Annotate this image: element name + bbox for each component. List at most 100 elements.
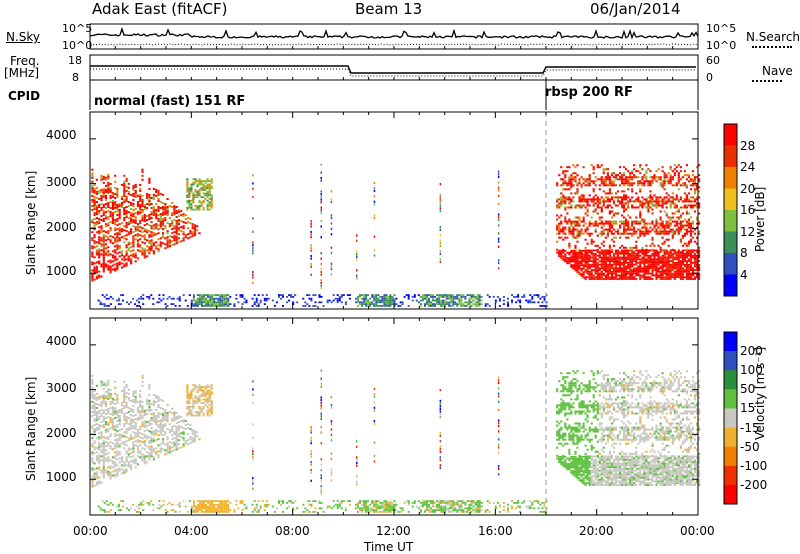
power-cell [221,294,224,296]
power-cell [141,178,144,181]
power-cell [679,253,682,255]
power-cell [698,178,701,181]
power-cell [588,272,591,275]
power-cell [633,182,636,185]
power-cell [687,242,691,245]
velocity-cell [166,418,169,421]
power-cell [229,303,232,305]
power-cell [641,262,644,264]
power-cell [588,182,591,185]
power-cell [320,190,322,193]
power-cell [653,263,656,266]
power-cell [202,199,205,202]
power-cell [430,301,432,304]
power-cell [104,263,108,266]
power-cell [633,220,636,223]
velocity-cell [93,468,96,471]
power-cell [596,278,599,280]
power-cell [330,190,333,193]
power-cell [693,276,697,279]
power-cell [568,257,571,259]
velocity-cell [98,460,101,463]
power-cell [683,200,686,203]
power-cell [173,211,176,214]
power-cell [111,256,114,259]
power-cell [623,251,626,253]
velocity-cell [184,424,187,427]
power-cell [562,180,565,183]
velocity-cell [107,387,110,390]
power-cell [98,254,101,257]
power-cell [196,190,199,193]
power-cell [132,194,135,197]
velocity-cell [148,458,151,461]
power-cell [100,265,103,268]
velocity-cell [125,406,128,408]
velocity-cell [159,427,162,430]
power-cell [610,196,614,199]
power-cell [320,211,322,215]
power-cell [696,204,699,207]
power-cell [511,301,513,304]
power-cell [361,303,364,305]
power-cell [560,166,563,169]
velocity-cell [91,451,94,454]
power-cell [91,245,94,248]
velocity-cell [172,509,175,511]
power-cell [192,192,195,195]
velocity-cell [155,421,158,424]
power-cell [689,184,693,187]
power-cell [175,206,178,208]
power-cell [173,243,176,246]
power-cell [584,222,587,225]
power-cell [608,270,611,273]
velocity-cell [210,386,213,388]
power-cell [114,229,117,232]
power-cell [143,204,146,206]
velocity-cell [102,460,105,463]
power-cell [93,222,96,225]
power-cell [643,226,646,229]
power-cell [114,259,117,262]
power-cell [614,263,618,266]
power-cell [517,299,520,302]
power-cell [188,194,191,197]
power-cell [635,263,638,266]
power-cell [608,276,611,279]
velocity-cell [93,397,96,400]
power-cell [130,228,133,231]
power-cell [631,278,634,280]
power-cell [661,186,664,189]
power-cell [570,220,573,223]
velocity-cell [141,453,144,456]
velocity-cell [127,447,130,450]
velocity-cell [127,396,130,399]
velocity-cell [127,461,130,464]
power-cell [139,195,142,198]
power-cell [586,180,589,183]
power-cell [698,267,701,270]
velocity-cell [204,398,207,401]
velocity-cell [161,448,165,451]
velocity-cell [123,415,126,417]
power-cell [600,270,603,273]
power-cell [166,297,169,300]
power-cell [696,269,699,271]
power-cell [100,207,103,209]
power-cell [606,176,609,179]
power-cell [665,238,668,241]
power-cell [629,232,632,235]
power-cell [604,270,607,273]
power-cell [598,254,601,257]
power-cell [614,267,618,270]
power-cell [689,272,693,275]
power-cell [635,258,638,261]
power-cell [116,234,119,237]
power-cell [671,260,674,262]
power-cell [665,220,668,223]
power-cell [641,218,644,221]
velocity-cell [206,384,209,387]
power-cell [111,297,114,300]
power-cell [614,276,618,279]
power-cell [584,253,587,255]
